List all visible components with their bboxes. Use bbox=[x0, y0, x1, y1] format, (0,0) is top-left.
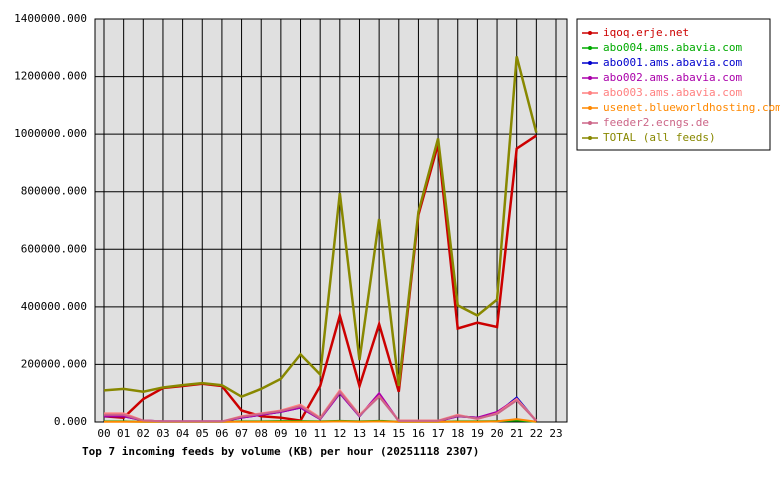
legend-marker bbox=[588, 91, 592, 95]
x-tick-label: 11 bbox=[314, 427, 327, 440]
y-tick-label: 1000000.000 bbox=[14, 127, 87, 140]
x-tick-label: 14 bbox=[373, 427, 387, 440]
legend-label: feeder2.ecngs.de bbox=[603, 116, 709, 129]
legend-marker bbox=[588, 61, 592, 65]
x-tick-label: 17 bbox=[431, 427, 444, 440]
y-tick-label: 0.000 bbox=[54, 415, 87, 428]
y-tick-label: 200000.000 bbox=[21, 357, 87, 370]
y-tick-label: 1200000.000 bbox=[14, 70, 87, 83]
legend-label: TOTAL (all feeds) bbox=[603, 131, 716, 144]
legend-label: abo001.ams.abavia.com bbox=[603, 56, 742, 69]
y-tick-label: 1400000.000 bbox=[14, 12, 87, 25]
series-line bbox=[104, 390, 538, 423]
legend-marker bbox=[588, 46, 592, 50]
x-tick-label: 20 bbox=[490, 427, 503, 440]
x-tick-label: 16 bbox=[412, 427, 425, 440]
y-tick-label: 600000.000 bbox=[21, 242, 87, 255]
legend-label: usenet.blueworldhosting.com bbox=[603, 101, 780, 114]
legend-marker bbox=[588, 106, 592, 110]
x-tick-label: 00 bbox=[97, 427, 110, 440]
x-tick-label: 10 bbox=[294, 427, 307, 440]
x-tick-label: 13 bbox=[353, 427, 366, 440]
x-tick-label: 08 bbox=[255, 427, 268, 440]
series-line bbox=[103, 56, 538, 399]
legend-label: abo003.ams.abavia.com bbox=[603, 86, 742, 99]
x-tick-label: 19 bbox=[471, 427, 484, 440]
x-tick-label: 18 bbox=[451, 427, 464, 440]
x-tick-label: 21 bbox=[510, 427, 523, 440]
y-tick-label: 400000.000 bbox=[21, 300, 87, 313]
legend-label: abo002.ams.abavia.com bbox=[603, 71, 742, 84]
x-tick-label: 06 bbox=[215, 427, 228, 440]
x-tick-label: 04 bbox=[176, 427, 190, 440]
x-tick-label: 02 bbox=[137, 427, 150, 440]
y-tick-label: 800000.000 bbox=[21, 185, 87, 198]
legend-marker bbox=[588, 121, 592, 125]
x-tick-label: 07 bbox=[235, 427, 248, 440]
plot-area bbox=[94, 18, 568, 423]
x-tick-label: 23 bbox=[549, 427, 562, 440]
x-tick-label: 01 bbox=[117, 427, 130, 440]
chart-title: Top 7 incoming feeds by volume (KB) per … bbox=[82, 445, 479, 458]
x-tick-label: 09 bbox=[274, 427, 287, 440]
legend-marker bbox=[588, 31, 592, 35]
legend-marker bbox=[588, 76, 592, 80]
x-tick-label: 15 bbox=[392, 427, 405, 440]
x-tick-label: 12 bbox=[333, 427, 346, 440]
x-tick-label: 22 bbox=[530, 427, 543, 440]
legend-marker bbox=[588, 136, 592, 140]
x-tick-label: 05 bbox=[196, 427, 209, 440]
legend bbox=[576, 18, 771, 151]
x-tick-label: 03 bbox=[156, 427, 169, 440]
legend-label: abo004.ams.abavia.com bbox=[603, 41, 742, 54]
legend-label: iqoq.erje.net bbox=[603, 26, 689, 39]
